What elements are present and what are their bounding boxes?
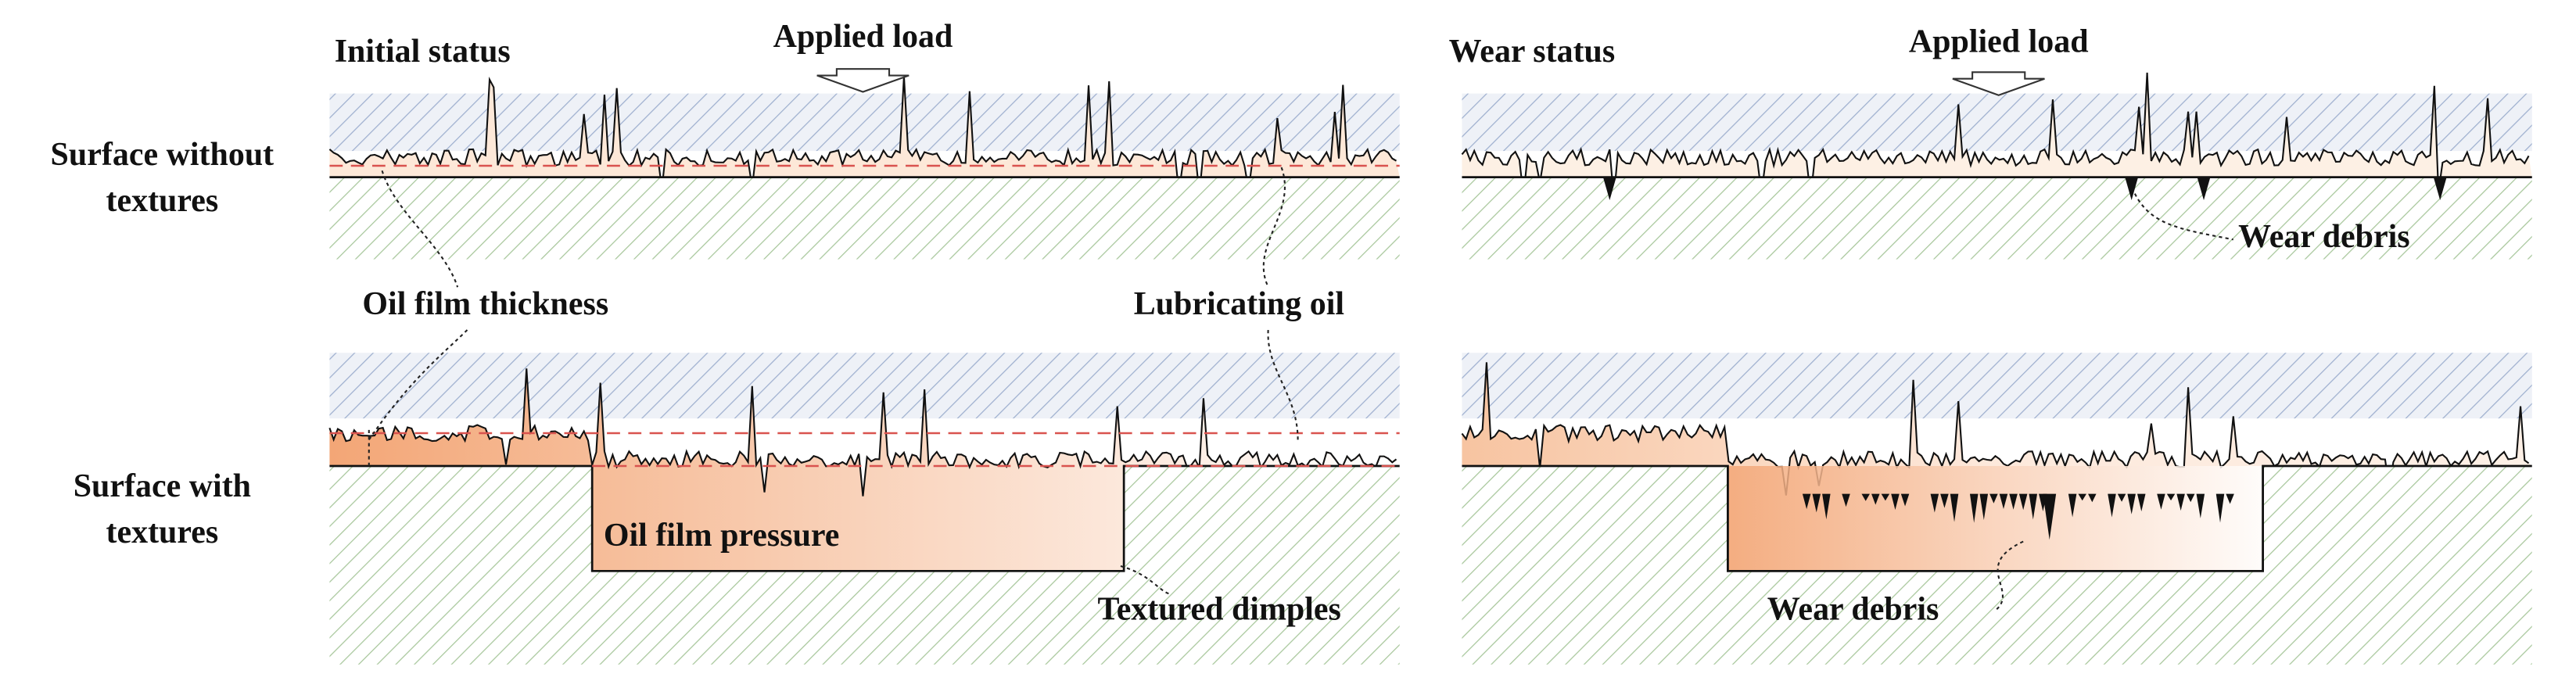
debris bbox=[1602, 177, 1616, 201]
debris bbox=[2088, 493, 2097, 503]
debris bbox=[2078, 493, 2086, 501]
leader-line bbox=[381, 170, 459, 288]
leader-line bbox=[1120, 565, 1171, 595]
load-arrow bbox=[816, 68, 909, 93]
debris bbox=[1812, 493, 1821, 513]
load-arrow bbox=[1952, 71, 2045, 96]
debris bbox=[1979, 493, 1989, 521]
load-label: Applied load bbox=[773, 19, 953, 55]
debris bbox=[1861, 493, 1870, 501]
debris bbox=[2108, 493, 2116, 518]
row-label: Surface with bbox=[74, 468, 251, 504]
dimple-outline bbox=[1727, 466, 2264, 572]
debris bbox=[2068, 493, 2077, 518]
panel-title: Initial status bbox=[335, 34, 511, 70]
row-label: Surface without bbox=[51, 137, 274, 173]
lower-surface bbox=[1462, 466, 2532, 665]
lower-surface bbox=[329, 177, 1400, 260]
debris bbox=[2433, 177, 2447, 201]
rough-profile bbox=[1461, 72, 2530, 199]
lower-surface bbox=[329, 466, 1400, 665]
debris bbox=[2029, 493, 2038, 520]
debris bbox=[1881, 493, 1890, 501]
annotation: Wear debris bbox=[1767, 591, 1939, 627]
rough-profile bbox=[1461, 362, 2530, 496]
debris bbox=[2215, 493, 2225, 523]
leader-line bbox=[1994, 540, 2024, 611]
oil-film bbox=[329, 76, 1400, 194]
debris bbox=[2176, 493, 2185, 511]
load-label: Applied load bbox=[1909, 23, 2089, 59]
debris bbox=[2127, 493, 2136, 514]
upper-surface bbox=[1462, 353, 2532, 419]
annotation: Oil film pressure bbox=[604, 518, 840, 554]
annotation: Lubricating oil bbox=[1134, 286, 1344, 322]
debris bbox=[1950, 493, 1959, 522]
lower-surface bbox=[1462, 177, 2532, 260]
debris bbox=[1900, 493, 1910, 507]
debris bbox=[1930, 493, 1939, 513]
oil-film bbox=[329, 368, 1400, 572]
debris bbox=[2166, 493, 2176, 501]
panel-title: Wear status bbox=[1449, 34, 1616, 70]
debris bbox=[2009, 493, 2018, 510]
debris bbox=[1842, 493, 1850, 507]
drawing-layer bbox=[328, 68, 2532, 665]
rough-profile bbox=[328, 368, 1397, 496]
debris bbox=[2226, 493, 2234, 504]
debris bbox=[1989, 493, 1998, 504]
debris bbox=[1969, 493, 1979, 523]
debris bbox=[1940, 493, 1949, 508]
debris bbox=[2043, 493, 2057, 540]
debris bbox=[2197, 177, 2211, 201]
debris bbox=[1891, 493, 1900, 511]
annotation: Textured dimples bbox=[1098, 591, 1341, 627]
leader-line bbox=[1267, 328, 1299, 440]
upper-surface bbox=[329, 93, 1400, 152]
row-label: textures bbox=[106, 183, 218, 219]
debris bbox=[1999, 493, 2008, 509]
rough-profile bbox=[328, 76, 1397, 194]
oil-film bbox=[1462, 72, 2532, 199]
debris bbox=[2125, 177, 2139, 201]
debris bbox=[1871, 493, 1880, 505]
annotation: Oil film thickness bbox=[362, 286, 608, 322]
upper-surface bbox=[329, 353, 1400, 419]
dimple-tint bbox=[1727, 466, 2263, 572]
debris bbox=[1802, 493, 1811, 510]
upper-surface bbox=[1462, 93, 2532, 152]
row-label: textures bbox=[106, 514, 218, 550]
debris bbox=[2186, 493, 2195, 503]
debris bbox=[2018, 493, 2028, 511]
annotation: Wear debris bbox=[2238, 219, 2410, 255]
debris bbox=[2196, 493, 2205, 518]
debris bbox=[2117, 493, 2126, 502]
debris bbox=[2157, 493, 2165, 510]
debris bbox=[1822, 493, 1831, 520]
debris bbox=[2137, 493, 2146, 512]
